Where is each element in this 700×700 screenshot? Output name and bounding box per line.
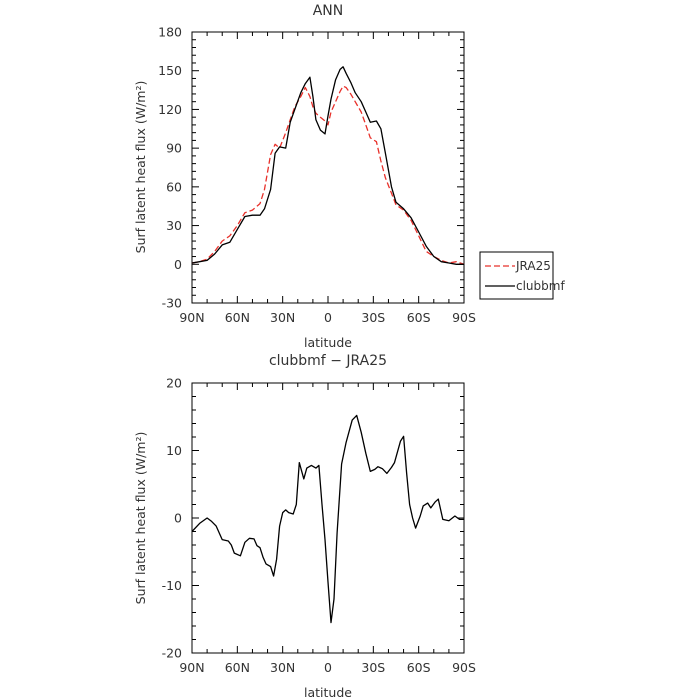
x-tick-label: 30N [270, 660, 295, 675]
y-tick-label: 0 [174, 257, 182, 272]
bottom-x-axis-label: latitude [304, 685, 352, 700]
series-line-jra25 [191, 85, 465, 265]
legend-label-jra25: JRA25 [515, 259, 551, 273]
y-tick-label: 180 [158, 25, 182, 40]
top-axes: -30 0 30 60 90 120 150 180 90N 60N 30N 0 30S 60S 90S [158, 25, 476, 326]
y-tick-label: 60 [166, 179, 182, 194]
y-tick-label: 10 [166, 443, 182, 458]
x-tick-label: 90N [179, 660, 204, 675]
y-tick-label: 20 [166, 376, 182, 391]
x-tick-label: 0 [324, 310, 332, 325]
legend-label-clubbmf: clubbmf [516, 279, 565, 293]
x-tick-label: 90N [179, 310, 204, 325]
series-line-difference [191, 414, 464, 624]
top-chart-title: ANN [313, 3, 344, 19]
top-series-lines [191, 66, 465, 265]
top-panel: ANN Surf latent heat flux (W/m²) latitud… [133, 3, 565, 350]
y-tick-label: 0 [174, 511, 182, 526]
plot-frame [191, 31, 465, 304]
legend-box [479, 251, 554, 300]
x-tick-label: 30N [270, 310, 295, 325]
y-tick-label: -10 [162, 578, 182, 593]
x-tick-label: 90S [452, 660, 476, 675]
x-tick-label: 60S [407, 310, 431, 325]
x-tick-label: 30S [361, 660, 385, 675]
y-tick-label: -30 [162, 296, 182, 311]
x-tick-label: 60S [407, 660, 431, 675]
bottom-panel: clubbmf − JRA25 Surf latent heat flux (W… [133, 353, 476, 700]
y-tick-label: 30 [166, 218, 182, 233]
bottom-y-axis-label: Surf latent heat flux (W/m²) [133, 432, 148, 605]
plot-frame [191, 382, 465, 654]
y-tick-label: 90 [166, 141, 182, 156]
x-tick-label: 30S [361, 310, 385, 325]
y-tick-label: 120 [158, 102, 182, 117]
x-tick-label: 0 [324, 660, 332, 675]
series-line-clubbmf [191, 66, 464, 265]
y-tick-label: 150 [158, 63, 182, 78]
bottom-series-lines [191, 414, 464, 624]
x-tick-label: 60N [225, 660, 250, 675]
bottom-chart-title: clubbmf − JRA25 [269, 353, 387, 369]
top-y-axis-label: Surf latent heat flux (W/m²) [133, 81, 148, 254]
legend: JRA25 clubbmf [479, 251, 565, 300]
x-tick-label: 90S [452, 310, 476, 325]
x-tick-label: 60N [225, 310, 250, 325]
bottom-axes: -20 -10 0 10 20 90N 60N 30N 0 30S 60S 90S [162, 376, 476, 676]
top-x-axis-label: latitude [304, 335, 352, 350]
y-tick-label: -20 [162, 646, 182, 661]
